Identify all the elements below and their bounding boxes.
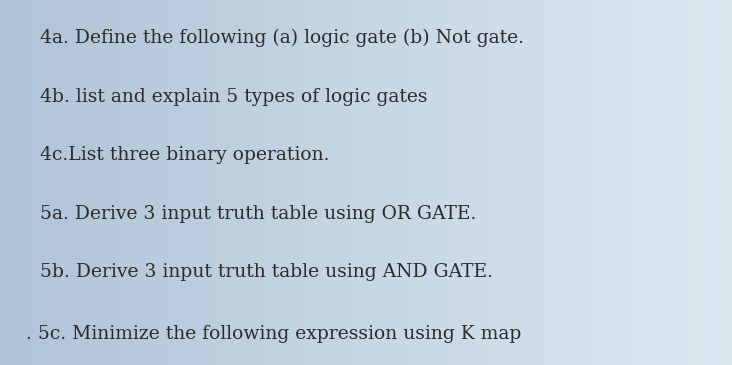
Text: 5a. Derive 3 input truth table using OR GATE.: 5a. Derive 3 input truth table using OR … [40,204,477,223]
Text: 4b. list and explain 5 types of logic gates: 4b. list and explain 5 types of logic ga… [40,88,427,106]
Text: 4c.List three binary operation.: 4c.List three binary operation. [40,146,329,164]
Text: . 5c. Minimize the following expression using K map: . 5c. Minimize the following expression … [26,325,522,343]
Text: 4a. Define the following (a) logic gate (b) Not gate.: 4a. Define the following (a) logic gate … [40,29,524,47]
Text: 5b. Derive 3 input truth table using AND GATE.: 5b. Derive 3 input truth table using AND… [40,263,493,281]
